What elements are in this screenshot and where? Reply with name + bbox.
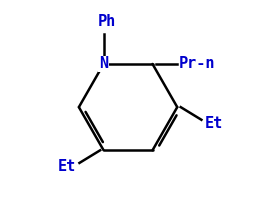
Text: N: N xyxy=(99,57,108,72)
Text: Et: Et xyxy=(58,159,76,174)
Text: Ph: Ph xyxy=(97,14,116,30)
Text: Pr-n: Pr-n xyxy=(178,57,215,72)
Text: Et: Et xyxy=(205,116,223,131)
